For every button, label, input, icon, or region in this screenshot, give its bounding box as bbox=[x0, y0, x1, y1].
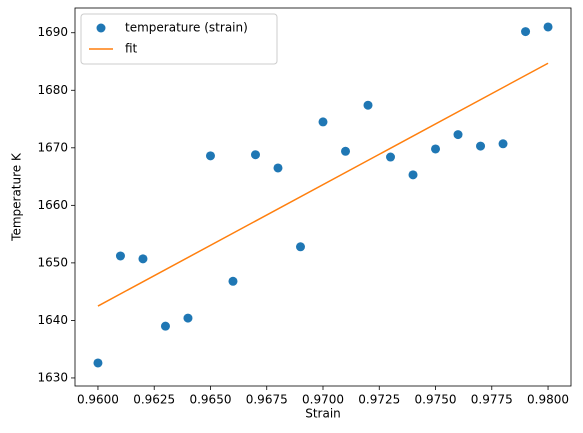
y-tick-label: 1640 bbox=[37, 313, 68, 327]
x-tick-label: 0.9700 bbox=[302, 393, 344, 407]
point bbox=[318, 117, 328, 127]
x-axis-label: Strain bbox=[305, 407, 341, 421]
point bbox=[498, 139, 508, 149]
legend-label: temperature (strain) bbox=[125, 21, 248, 35]
point bbox=[228, 276, 238, 286]
x-tick-label: 0.9750 bbox=[415, 393, 457, 407]
y-tick-label: 1650 bbox=[37, 255, 68, 269]
point bbox=[341, 146, 351, 156]
fit-line bbox=[97, 62, 549, 307]
point bbox=[93, 358, 103, 368]
point bbox=[476, 141, 486, 151]
point bbox=[205, 151, 215, 161]
point bbox=[543, 22, 553, 32]
point bbox=[363, 100, 373, 110]
y-tick-label: 1670 bbox=[37, 140, 68, 154]
point bbox=[386, 152, 396, 162]
point bbox=[521, 27, 531, 37]
x-tick-label: 0.9800 bbox=[527, 393, 569, 407]
point bbox=[273, 163, 283, 173]
legend-box bbox=[80, 13, 278, 65]
point bbox=[453, 130, 463, 140]
point bbox=[160, 321, 170, 331]
x-tick-label: 0.9775 bbox=[471, 393, 513, 407]
x-tick-label: 0.9675 bbox=[246, 393, 288, 407]
point bbox=[295, 242, 305, 252]
x-tick-label: 0.9650 bbox=[189, 393, 231, 407]
point bbox=[115, 251, 125, 261]
point bbox=[183, 313, 193, 323]
x-tick-label: 0.9725 bbox=[358, 393, 400, 407]
plot-frame bbox=[74, 7, 572, 387]
y-tick-label: 1630 bbox=[37, 370, 68, 384]
x-tick-label: 0.9625 bbox=[133, 393, 175, 407]
y-tick-label: 1680 bbox=[37, 83, 68, 97]
x-tick-label: 0.9600 bbox=[77, 393, 119, 407]
y-axis-label: Temperature K bbox=[10, 152, 24, 242]
y-tick-label: 1660 bbox=[37, 198, 68, 212]
point bbox=[431, 144, 441, 154]
point bbox=[138, 254, 148, 264]
point bbox=[250, 150, 260, 160]
legend-label: fit bbox=[125, 42, 138, 56]
point bbox=[408, 170, 418, 180]
y-tick-label: 1690 bbox=[37, 25, 68, 39]
legend-marker bbox=[96, 23, 106, 33]
